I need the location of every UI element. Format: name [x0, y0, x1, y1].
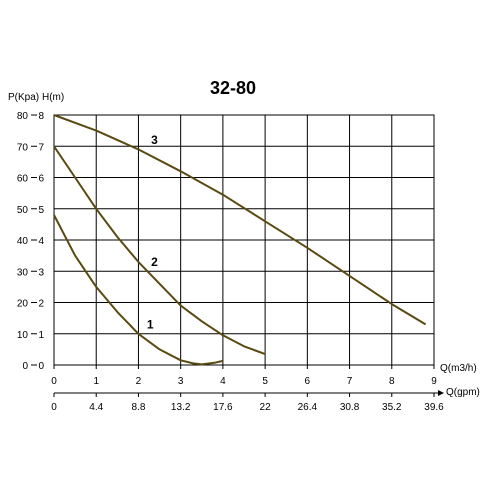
- x-tick-label-m3h: 3: [178, 376, 184, 387]
- x-axis-label-gpm: Q(gpm): [446, 387, 480, 398]
- y-tick-label-kpa: 60: [17, 174, 29, 185]
- y-tick-label-kpa: 0: [22, 361, 28, 372]
- x-tick-label-m3h: 8: [389, 376, 395, 387]
- x-tick-label-gpm: 8.8: [131, 402, 145, 413]
- y-tick-label-kpa: 10: [17, 330, 29, 341]
- x-tick-label-gpm: 22: [260, 402, 272, 413]
- y-tick-label-m: 3: [38, 267, 44, 278]
- x-tick-label-m3h: 0: [51, 376, 57, 387]
- y-tick-label-kpa: 30: [17, 267, 29, 278]
- x-tick-label-m3h: 4: [220, 376, 226, 387]
- x-tick-label-gpm: 4.4: [89, 402, 103, 413]
- y-tick-label-m: 5: [38, 205, 44, 216]
- curve-1: [53, 214, 224, 366]
- y-tick-label-kpa: 80: [17, 111, 29, 122]
- x-tick-label-gpm: 30.8: [340, 402, 360, 413]
- y-tick-label-kpa: 20: [17, 299, 29, 310]
- x-tick-label-m3h: 1: [93, 376, 99, 387]
- x-tick-label-m3h: 5: [262, 376, 268, 387]
- chart-title: 32-80: [210, 78, 256, 98]
- y-axis-label-head: H(m): [42, 92, 64, 103]
- x-tick-label-gpm: 35.2: [382, 402, 402, 413]
- x-tick-label-m3h: 2: [136, 376, 142, 387]
- x-tick-label-m3h: 6: [305, 376, 311, 387]
- x-axis-label-m3h: Q(m3/h): [440, 363, 477, 374]
- curve-label-1: 1: [147, 317, 154, 331]
- x-tick-label-m3h: 9: [431, 376, 437, 387]
- y-tick-label-m: 4: [38, 236, 44, 247]
- x-tick-label-gpm: 0: [51, 402, 57, 413]
- curve-label-2: 2: [151, 255, 158, 269]
- y-tick-label-m: 1: [38, 330, 44, 341]
- x-tick-label-gpm: 17.6: [213, 402, 233, 413]
- y-tick-label-m: 2: [38, 299, 44, 310]
- y-tick-label-kpa: 70: [17, 142, 29, 153]
- y-tick-label-m: 7: [38, 142, 44, 153]
- gpm-axis-arrow: [438, 390, 444, 396]
- x-tick-label-gpm: 13.2: [171, 402, 191, 413]
- y-tick-label-m: 6: [38, 174, 44, 185]
- curve-2: [53, 145, 266, 356]
- curve-label-3: 3: [151, 133, 158, 147]
- y-tick-label-m: 8: [38, 111, 44, 122]
- y-axis-label-pressure: P(Kpa): [8, 92, 39, 103]
- curve-3: [53, 114, 427, 326]
- y-tick-label-kpa: 40: [17, 236, 29, 247]
- x-tick-label-gpm: 26.4: [298, 402, 318, 413]
- y-tick-label-m: 0: [38, 361, 44, 372]
- x-tick-label-gpm: 39.6: [424, 402, 444, 413]
- x-tick-label-m3h: 7: [347, 376, 353, 387]
- y-tick-label-kpa: 50: [17, 205, 29, 216]
